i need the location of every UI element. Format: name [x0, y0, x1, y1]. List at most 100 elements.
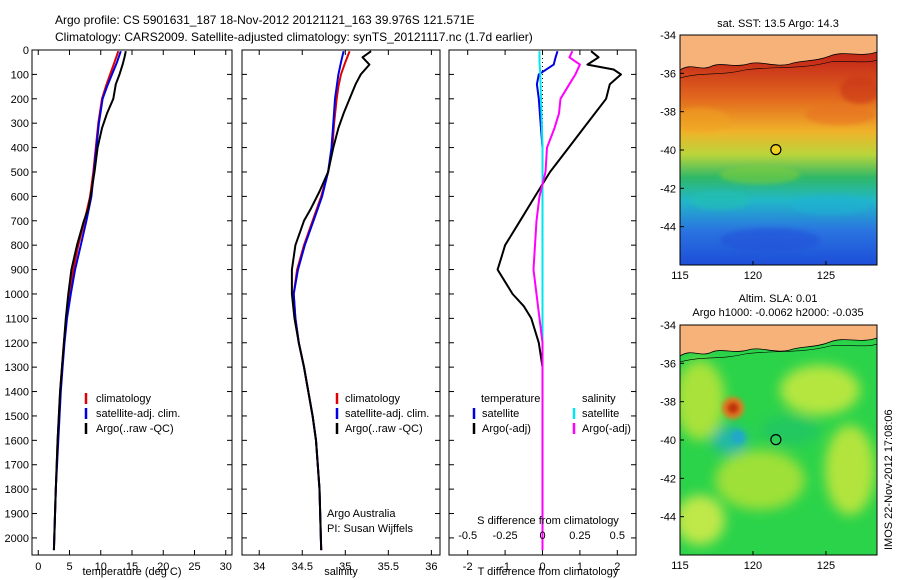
x-tick-label: 30	[220, 561, 232, 573]
map-y-tick-label: -44	[660, 512, 676, 524]
temperature-diff-label: T difference from climatology	[478, 566, 619, 578]
x-tick-label: 35.5	[378, 561, 399, 573]
series-line	[52, 50, 122, 551]
x-tick-label: 0	[539, 561, 545, 573]
x-tick-label: 34	[253, 561, 265, 573]
legend-label: Argo(..raw -QC)	[96, 423, 174, 435]
float-position-marker	[770, 434, 782, 446]
legend-label: satellite-adj. clim.	[345, 408, 429, 420]
sla-land-mass	[680, 325, 877, 357]
y-tick-label: 400	[11, 143, 29, 155]
sst-map-title: sat. SST: 13.5 Argo: 14.3	[717, 18, 839, 30]
salinity-panel-frame	[241, 49, 441, 556]
y-tick-label: 1200	[5, 338, 29, 350]
map-x-tick-label: 115	[671, 560, 689, 572]
y-tick-label: 1800	[5, 484, 29, 496]
map-y-tick-label: -42	[660, 183, 676, 195]
secondary-tick-label: -0.25	[493, 530, 518, 542]
y-tick-label: 1000	[5, 289, 29, 301]
legend-header-salinity: salinity	[582, 393, 616, 405]
sla-map-image	[680, 325, 877, 555]
legend-label: climatology	[96, 393, 152, 405]
secondary-tick-label: 0.25	[569, 530, 590, 542]
sst-map-axes: 115 120 125 -34 -36 -38 -40 -42 -44	[660, 30, 835, 282]
series-line	[532, 50, 581, 551]
legend-label: Argo(-adj)	[482, 423, 531, 435]
map-x-tick-label: 120	[744, 560, 762, 572]
x-tick-label: 15	[126, 561, 138, 573]
legend-label: satellite	[582, 408, 619, 420]
y-tick-label: 900	[11, 265, 29, 277]
x-tick-label: 1	[577, 561, 583, 573]
map-y-tick-label: -42	[660, 473, 676, 485]
y-tick-label: 500	[11, 167, 29, 179]
x-tick-label: 5	[66, 561, 72, 573]
map-y-tick-label: -36	[660, 358, 676, 370]
x-tick-label: 25	[188, 561, 200, 573]
x-tick-label: -1	[500, 561, 510, 573]
salinity-xlabel: salinity	[324, 566, 358, 578]
y-tick-label: 2000	[5, 533, 29, 545]
x-tick-label: 34.5	[292, 561, 313, 573]
series-line	[52, 50, 127, 551]
series-line	[290, 50, 372, 551]
salinity-diff-label: S difference from climatology	[477, 515, 619, 527]
y-tick-label: 1600	[5, 435, 29, 447]
y-tick-label: 1400	[5, 387, 29, 399]
map-y-tick-label: -36	[660, 68, 676, 80]
y-tick-label: 100	[11, 69, 29, 81]
x-tick-label: 0	[35, 561, 41, 573]
y-tick-label: 300	[11, 118, 29, 130]
temperature-xlabel: temperature (deg C)	[82, 566, 181, 578]
pi-note: PI: Susan Wijffels	[327, 523, 413, 535]
x-tick-label: 35	[339, 561, 351, 573]
x-tick-label: 20	[157, 561, 169, 573]
salinity-panel: 34 34.5 35 35.5 36 salinity climatology satelli…	[242, 49, 440, 578]
y-tick-label: 1500	[5, 411, 29, 423]
y-tick-label: 1100	[5, 313, 29, 325]
legend-label: satellite	[482, 408, 519, 420]
imos-timestamp: IMOS 22-Nov-2012 17:08:06	[883, 409, 895, 550]
y-tick-label: 600	[11, 191, 29, 203]
legend-header-temperature: temperature	[481, 393, 540, 405]
header-line-1: Argo profile: CS 5901631_187 18-Nov-2012…	[55, 13, 474, 27]
sla-map-title-1: Altim. SLA: 0.01	[739, 293, 818, 305]
secondary-tick-label: -0.5	[458, 530, 477, 542]
map-y-tick-label: -38	[660, 107, 676, 119]
y-tick-label: 200	[11, 94, 29, 106]
y-tick-label: 1700	[5, 460, 29, 472]
sla-map-title-2: Argo h1000: -0.0062 h2000: -0.035	[692, 307, 863, 319]
map-x-tick-label: 125	[817, 560, 835, 572]
sla-map-axes: 115 120 125 -34 -36 -38 -40 -42 -44	[660, 320, 835, 572]
series-line	[496, 50, 622, 551]
float-position-marker	[770, 144, 782, 156]
sst-land-mass	[680, 35, 877, 71]
y-tick-label: 700	[11, 216, 29, 228]
x-tick-label: 2	[614, 561, 620, 573]
y-tick-label: 0	[23, 45, 29, 57]
legend-label: climatology	[345, 393, 401, 405]
legend-label: Argo(..raw -QC)	[345, 423, 423, 435]
y-tick-label: 800	[11, 240, 29, 252]
legend-label: satellite-adj. clim.	[96, 408, 180, 420]
y-tick-label: 1900	[5, 509, 29, 521]
map-y-tick-label: -34	[660, 320, 676, 332]
map-y-tick-label: -44	[660, 222, 676, 234]
map-y-tick-label: -38	[660, 397, 676, 409]
x-tick-label: 36	[425, 561, 437, 573]
map-y-tick-label: -40	[660, 435, 676, 447]
temperature-panel-frame	[31, 49, 233, 556]
difference-panel: -2 -1 0 1 2 S difference from climatology-0.5…	[449, 49, 636, 578]
map-x-tick-label: 115	[671, 270, 689, 282]
secondary-tick-label: 0	[539, 530, 545, 542]
y-tick-label: 1300	[5, 362, 29, 374]
series-line	[52, 50, 120, 551]
series-line	[292, 50, 351, 551]
argo-australia-note: Argo Australia	[327, 508, 396, 520]
legend-label: Argo(-adj)	[582, 423, 631, 435]
map-x-tick-label: 125	[817, 270, 835, 282]
x-tick-label: 10	[95, 561, 107, 573]
map-y-tick-label: -34	[660, 30, 676, 42]
map-y-tick-label: -40	[660, 145, 676, 157]
